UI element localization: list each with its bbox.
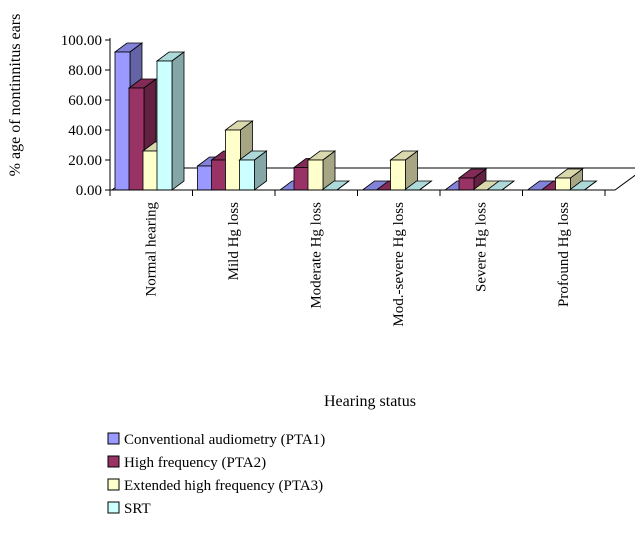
bar: [238, 150, 268, 191]
y-tick-label: 0.00: [76, 183, 102, 199]
bar: [554, 168, 584, 191]
legend-label: SRT: [124, 501, 151, 517]
legend-swatch: [107, 478, 120, 491]
x-tick-label: Mild Hg loss: [226, 202, 242, 281]
legend: Conventional audiometry (PTA1) High frequ…: [107, 432, 325, 517]
x-tick-label: Moderate Hg loss: [308, 202, 324, 309]
x-tick-label: Normal hearing: [143, 202, 159, 297]
x-axis: Normal hearing Mild Hg loss Moderate Hg lo…: [109, 189, 615, 327]
bar: [389, 150, 419, 191]
x-axis-title: Hearing status: [324, 393, 416, 410]
bars-group: [113, 42, 598, 191]
x-tick-label: Profound Hg loss: [556, 202, 572, 307]
legend-label: Extended high frequency (PTA3): [124, 478, 323, 494]
bar: [306, 150, 337, 191]
legend-swatch: [107, 455, 120, 468]
y-axis-title: % age of nontinnitus ears: [7, 14, 24, 177]
y-tick-label: 20.00: [68, 153, 102, 169]
legend-label: Conventional audiometry (PTA1): [124, 432, 325, 448]
legend-label: High frequency (PTA2): [124, 455, 266, 471]
y-tick-label: 100.00: [61, 33, 102, 49]
bar: [155, 51, 186, 191]
x-tick-label: Mod.-severe Hg loss: [391, 202, 407, 327]
y-tick-label: 40.00: [68, 123, 102, 139]
y-tick-label: 60.00: [68, 93, 102, 109]
legend-swatch: [107, 432, 120, 445]
x-tick-label: Severe Hg loss: [473, 202, 489, 292]
legend-swatch: [107, 501, 120, 514]
y-axis: 0.00 20.00 40.00 60.00 80.00 100.00: [61, 33, 111, 199]
y-tick-label: 80.00: [68, 63, 102, 79]
